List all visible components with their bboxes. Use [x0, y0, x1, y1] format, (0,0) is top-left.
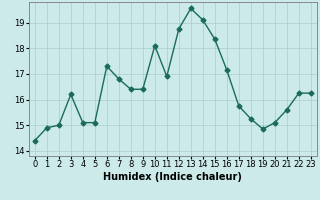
X-axis label: Humidex (Indice chaleur): Humidex (Indice chaleur) [103, 172, 242, 182]
